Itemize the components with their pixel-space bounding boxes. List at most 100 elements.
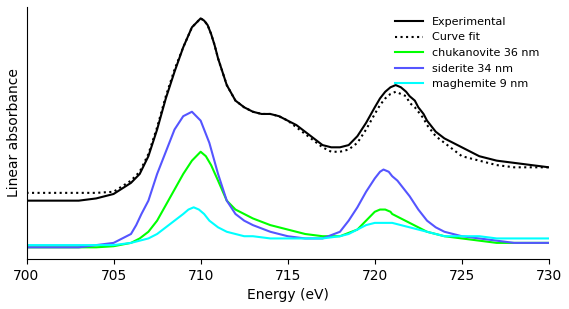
maghemite 9 nm [284,237,291,240]
chukanovite 36 nm [415,226,422,229]
maghemite 9 nm [75,243,82,247]
chukanovite 36 nm [75,245,82,249]
Line: siderite 34 nm: siderite 34 nm [27,112,549,247]
siderite 34 nm [398,183,405,187]
maghemite 9 nm [423,230,430,234]
siderite 34 nm [406,194,413,198]
maghemite 9 nm [154,232,160,236]
siderite 34 nm [432,226,439,229]
siderite 34 nm [459,234,465,238]
Experimental [546,165,552,169]
chukanovite 36 nm [528,241,535,245]
maghemite 9 nm [441,234,448,238]
X-axis label: Energy (eV): Energy (eV) [247,288,329,302]
maghemite 9 nm [528,237,535,240]
maghemite 9 nm [215,226,221,229]
maghemite 9 nm [319,237,326,240]
Legend: Experimental, Curve fit, chukanovite 36 nm, siderite 34 nm, maghemite 9 nm: Experimental, Curve fit, chukanovite 36 … [390,12,543,94]
siderite 34 nm [380,168,387,171]
siderite 34 nm [224,199,230,202]
Curve fit [204,23,211,27]
maghemite 9 nm [362,223,369,227]
Curve fit [319,146,326,149]
Experimental [319,143,326,147]
Line: maghemite 9 nm: maghemite 9 nm [27,207,549,245]
siderite 34 nm [171,128,178,131]
siderite 34 nm [354,205,361,209]
siderite 34 nm [423,219,430,222]
Line: chukanovite 36 nm: chukanovite 36 nm [27,152,549,247]
maghemite 9 nm [232,232,239,236]
chukanovite 36 nm [354,228,361,231]
chukanovite 36 nm [215,179,221,183]
chukanovite 36 nm [441,234,448,238]
siderite 34 nm [180,114,187,118]
chukanovite 36 nm [382,208,389,211]
chukanovite 36 nm [372,210,378,214]
Experimental [127,181,134,185]
maghemite 9 nm [380,221,387,225]
chukanovite 36 nm [145,230,152,234]
siderite 34 nm [197,119,204,122]
chukanovite 36 nm [302,232,308,236]
chukanovite 36 nm [387,210,394,214]
siderite 34 nm [546,241,552,245]
maghemite 9 nm [196,208,203,211]
Line: Experimental: Experimental [27,19,549,201]
chukanovite 36 nm [511,241,518,245]
Experimental [154,128,160,131]
maghemite 9 nm [493,237,500,240]
chukanovite 36 nm [362,219,369,222]
siderite 34 nm [372,176,378,180]
maghemite 9 nm [93,243,100,247]
siderite 34 nm [511,241,518,245]
chukanovite 36 nm [459,237,465,240]
siderite 34 nm [345,219,352,222]
siderite 34 nm [385,170,392,174]
chukanovite 36 nm [284,228,291,231]
chukanovite 36 nm [389,212,395,216]
maghemite 9 nm [511,237,518,240]
siderite 34 nm [394,179,401,183]
maghemite 9 nm [110,243,117,247]
maghemite 9 nm [190,205,197,209]
chukanovite 36 nm [162,203,169,207]
maghemite 9 nm [224,230,230,234]
siderite 34 nm [127,232,134,236]
maghemite 9 nm [127,241,134,245]
chukanovite 36 nm [127,241,134,245]
siderite 34 nm [284,234,291,238]
siderite 34 nm [154,172,160,176]
siderite 34 nm [319,237,326,240]
siderite 34 nm [241,219,248,222]
chukanovite 36 nm [493,241,500,245]
maghemite 9 nm [23,243,30,247]
maghemite 9 nm [406,226,413,229]
siderite 34 nm [377,170,384,174]
siderite 34 nm [133,223,139,227]
siderite 34 nm [188,110,195,114]
maghemite 9 nm [302,237,308,240]
chukanovite 36 nm [137,237,143,240]
Line: Curve fit: Curve fit [27,19,549,193]
Curve fit [23,191,30,195]
maghemite 9 nm [336,234,343,238]
chukanovite 36 nm [249,217,256,220]
siderite 34 nm [362,190,369,194]
Experimental [58,199,65,202]
chukanovite 36 nm [232,208,239,211]
chukanovite 36 nm [406,221,413,225]
maghemite 9 nm [354,228,361,231]
siderite 34 nm [215,172,221,176]
Curve fit [546,165,552,169]
siderite 34 nm [336,230,343,234]
maghemite 9 nm [180,212,187,216]
maghemite 9 nm [171,219,178,222]
chukanovite 36 nm [110,244,117,248]
siderite 34 nm [138,212,145,216]
Experimental [204,23,211,27]
siderite 34 nm [450,232,456,236]
maghemite 9 nm [145,237,152,240]
siderite 34 nm [528,241,535,245]
Experimental [23,199,30,202]
